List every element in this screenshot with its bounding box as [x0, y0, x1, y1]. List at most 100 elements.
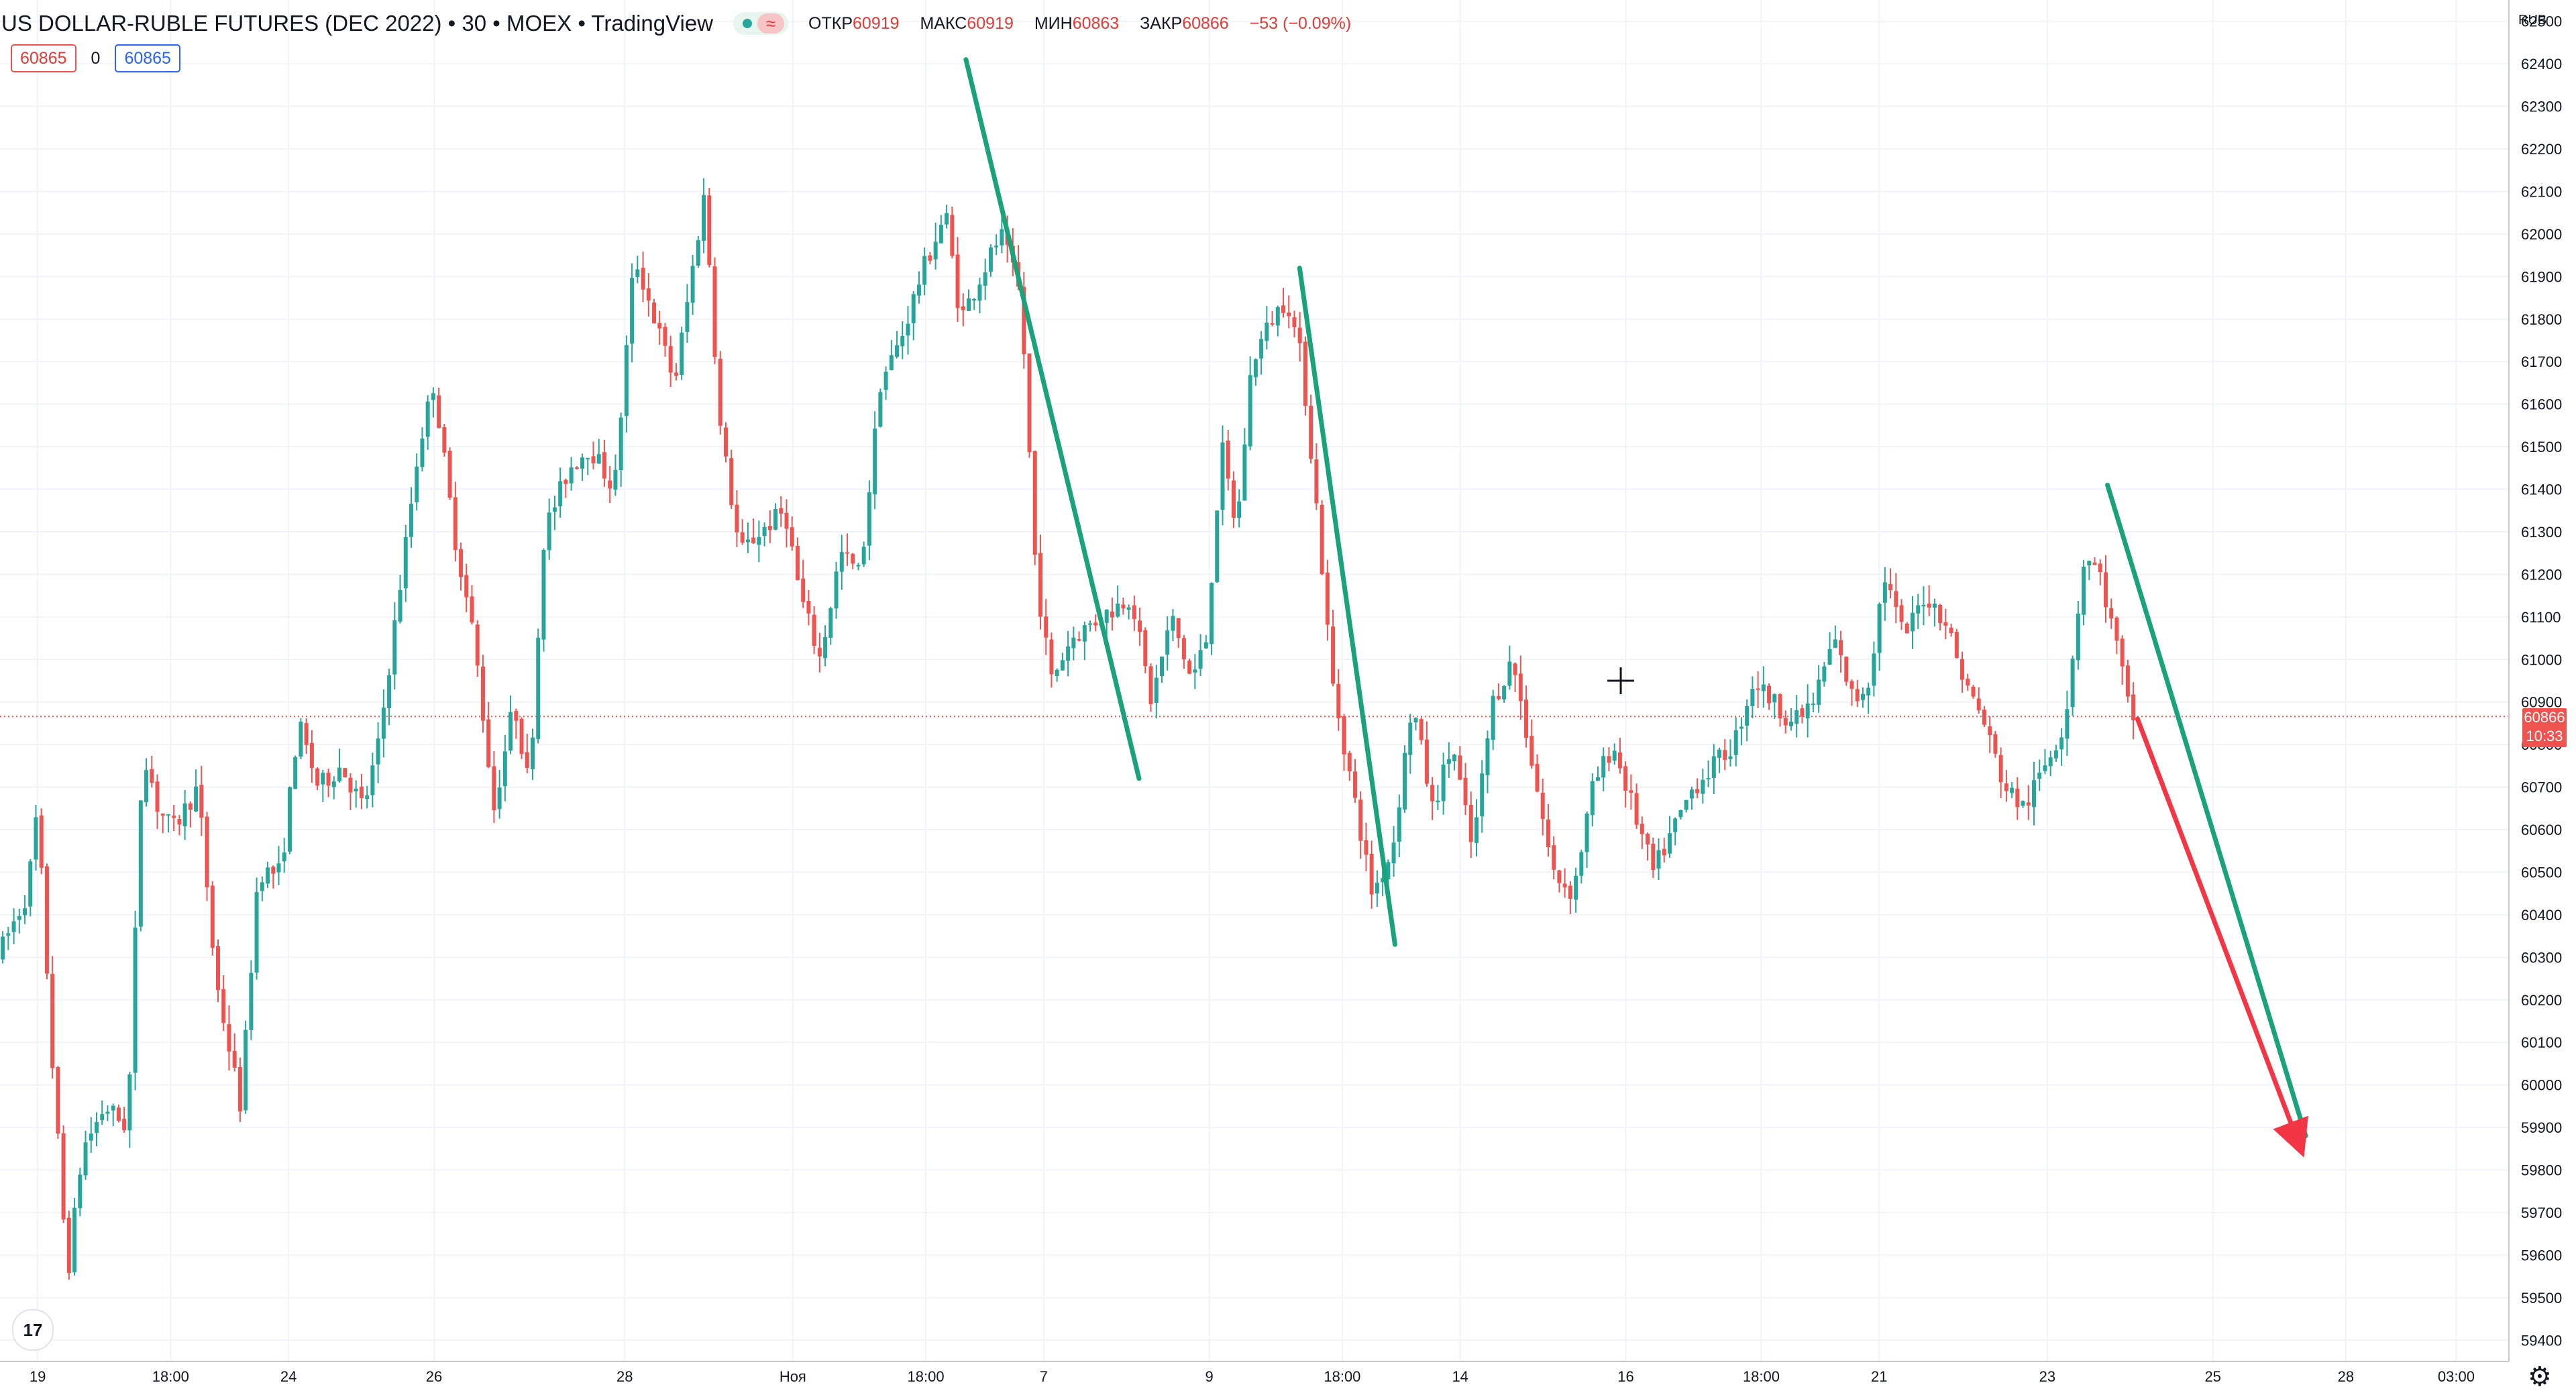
- candle-body: [795, 545, 800, 580]
- high-label: МАКС: [920, 13, 967, 33]
- candle-body: [1701, 779, 1705, 794]
- candle-body: [331, 781, 336, 787]
- candle-body: [812, 614, 816, 646]
- x-tick-label: 18:00: [152, 1368, 189, 1385]
- candle-body: [955, 254, 960, 309]
- approx-icon: ≈: [757, 13, 785, 34]
- candle-body: [254, 892, 259, 973]
- candle-body: [61, 1133, 66, 1220]
- candle-body: [1463, 777, 1468, 805]
- y-tick-label: 61000: [2521, 651, 2562, 668]
- candle-body: [1159, 656, 1164, 677]
- x-tick-label: 16: [1617, 1368, 1633, 1385]
- candle-body: [1143, 630, 1148, 667]
- buy-button[interactable]: 60865: [115, 44, 180, 72]
- x-tick-label: 21: [1871, 1368, 1887, 1385]
- candle-body: [56, 1066, 60, 1134]
- candle-body: [447, 451, 452, 498]
- candle-body: [1165, 630, 1170, 655]
- candle-body: [1717, 749, 1722, 758]
- green-trend-line[interactable]: [2105, 482, 2308, 1139]
- candle-body: [547, 512, 551, 551]
- candle-body: [1352, 771, 1357, 798]
- candle-body: [906, 323, 910, 336]
- y-tick-label: 60300: [2521, 949, 2562, 966]
- candle-body: [2109, 608, 2114, 619]
- close-value: 60866: [1182, 13, 1229, 33]
- candle-body: [326, 773, 331, 786]
- sell-button[interactable]: 60865: [11, 44, 76, 72]
- candle-body: [619, 417, 623, 471]
- x-tick-label: 28: [2338, 1368, 2354, 1385]
- candle-body: [1331, 626, 1336, 684]
- candle-body: [116, 1107, 121, 1121]
- gear-icon[interactable]: ⚙: [2528, 1362, 2552, 1392]
- candle-body: [1877, 604, 1882, 653]
- y-tick-label: 60900: [2521, 694, 2562, 711]
- candle-body: [834, 571, 839, 609]
- candle-body: [2076, 613, 2080, 661]
- candle-body: [1325, 572, 1330, 625]
- candle-body: [1436, 800, 1440, 803]
- trend-lines[interactable]: [963, 57, 2308, 1158]
- candle-body: [1557, 870, 1562, 883]
- candle-body: [321, 773, 325, 785]
- bar-countdown: 10:33: [2526, 728, 2563, 744]
- candle-body: [1132, 605, 1136, 619]
- candle-body: [1833, 639, 1837, 649]
- candle-body: [635, 269, 640, 278]
- candle-body: [1921, 604, 1926, 607]
- candle-body: [409, 504, 413, 537]
- red-forecast-arrow[interactable]: [2135, 716, 2308, 1158]
- candle-body: [34, 817, 38, 860]
- candle-body: [1381, 878, 1385, 883]
- candle-body: [1369, 853, 1374, 895]
- tradingview-logo-icon[interactable]: 17: [12, 1309, 54, 1351]
- candle-body: [1424, 739, 1429, 784]
- candle-body: [1110, 611, 1114, 618]
- x-tick-label: 18:00: [908, 1368, 945, 1385]
- candle-body: [1066, 646, 1071, 661]
- candle-body: [878, 392, 883, 427]
- market-status[interactable]: ≈: [733, 12, 789, 35]
- y-tick-label: 61700: [2521, 353, 2562, 370]
- green-trend-line[interactable]: [963, 57, 1142, 781]
- candle-body: [497, 787, 502, 810]
- symbol-title[interactable]: US DOLLAR-RUBLE FUTURES (DEC 2022) • 30 …: [1, 11, 714, 36]
- candle-body: [967, 298, 971, 311]
- trade-buttons: 60865 0 60865: [11, 44, 180, 72]
- candle-body: [767, 526, 772, 531]
- candle-body: [1629, 790, 1633, 793]
- candle-body: [1375, 883, 1379, 894]
- candle-body: [663, 327, 667, 346]
- green-trend-line[interactable]: [1297, 266, 1397, 947]
- candle-body: [237, 1066, 242, 1112]
- candle-body: [1082, 625, 1087, 642]
- candle-body: [1788, 722, 1793, 726]
- candle-body: [403, 537, 408, 589]
- candle-body: [1552, 845, 1556, 870]
- candle-body: [172, 816, 176, 818]
- candle-body: [1303, 341, 1307, 406]
- candle-body: [398, 590, 402, 622]
- candle-body: [1403, 752, 1407, 810]
- candle-body: [304, 723, 309, 745]
- candle-body: [437, 395, 441, 429]
- candle-body: [1822, 666, 1827, 682]
- current-price-label: 60866 10:33: [2522, 708, 2567, 747]
- low-label: МИН: [1034, 13, 1073, 33]
- candle-body: [729, 458, 734, 506]
- candle-body: [1203, 642, 1208, 649]
- y-tick-label: 61200: [2521, 566, 2562, 583]
- candle-body: [922, 256, 927, 285]
- y-tick-label: 59700: [2521, 1205, 2562, 1221]
- y-tick-label: 62000: [2521, 226, 2562, 243]
- candle-body: [1038, 553, 1042, 617]
- candle-body: [1226, 440, 1230, 479]
- candle-body: [707, 195, 712, 265]
- candle-body: [266, 867, 270, 884]
- candle-body: [624, 345, 629, 416]
- candle-body: [337, 767, 342, 781]
